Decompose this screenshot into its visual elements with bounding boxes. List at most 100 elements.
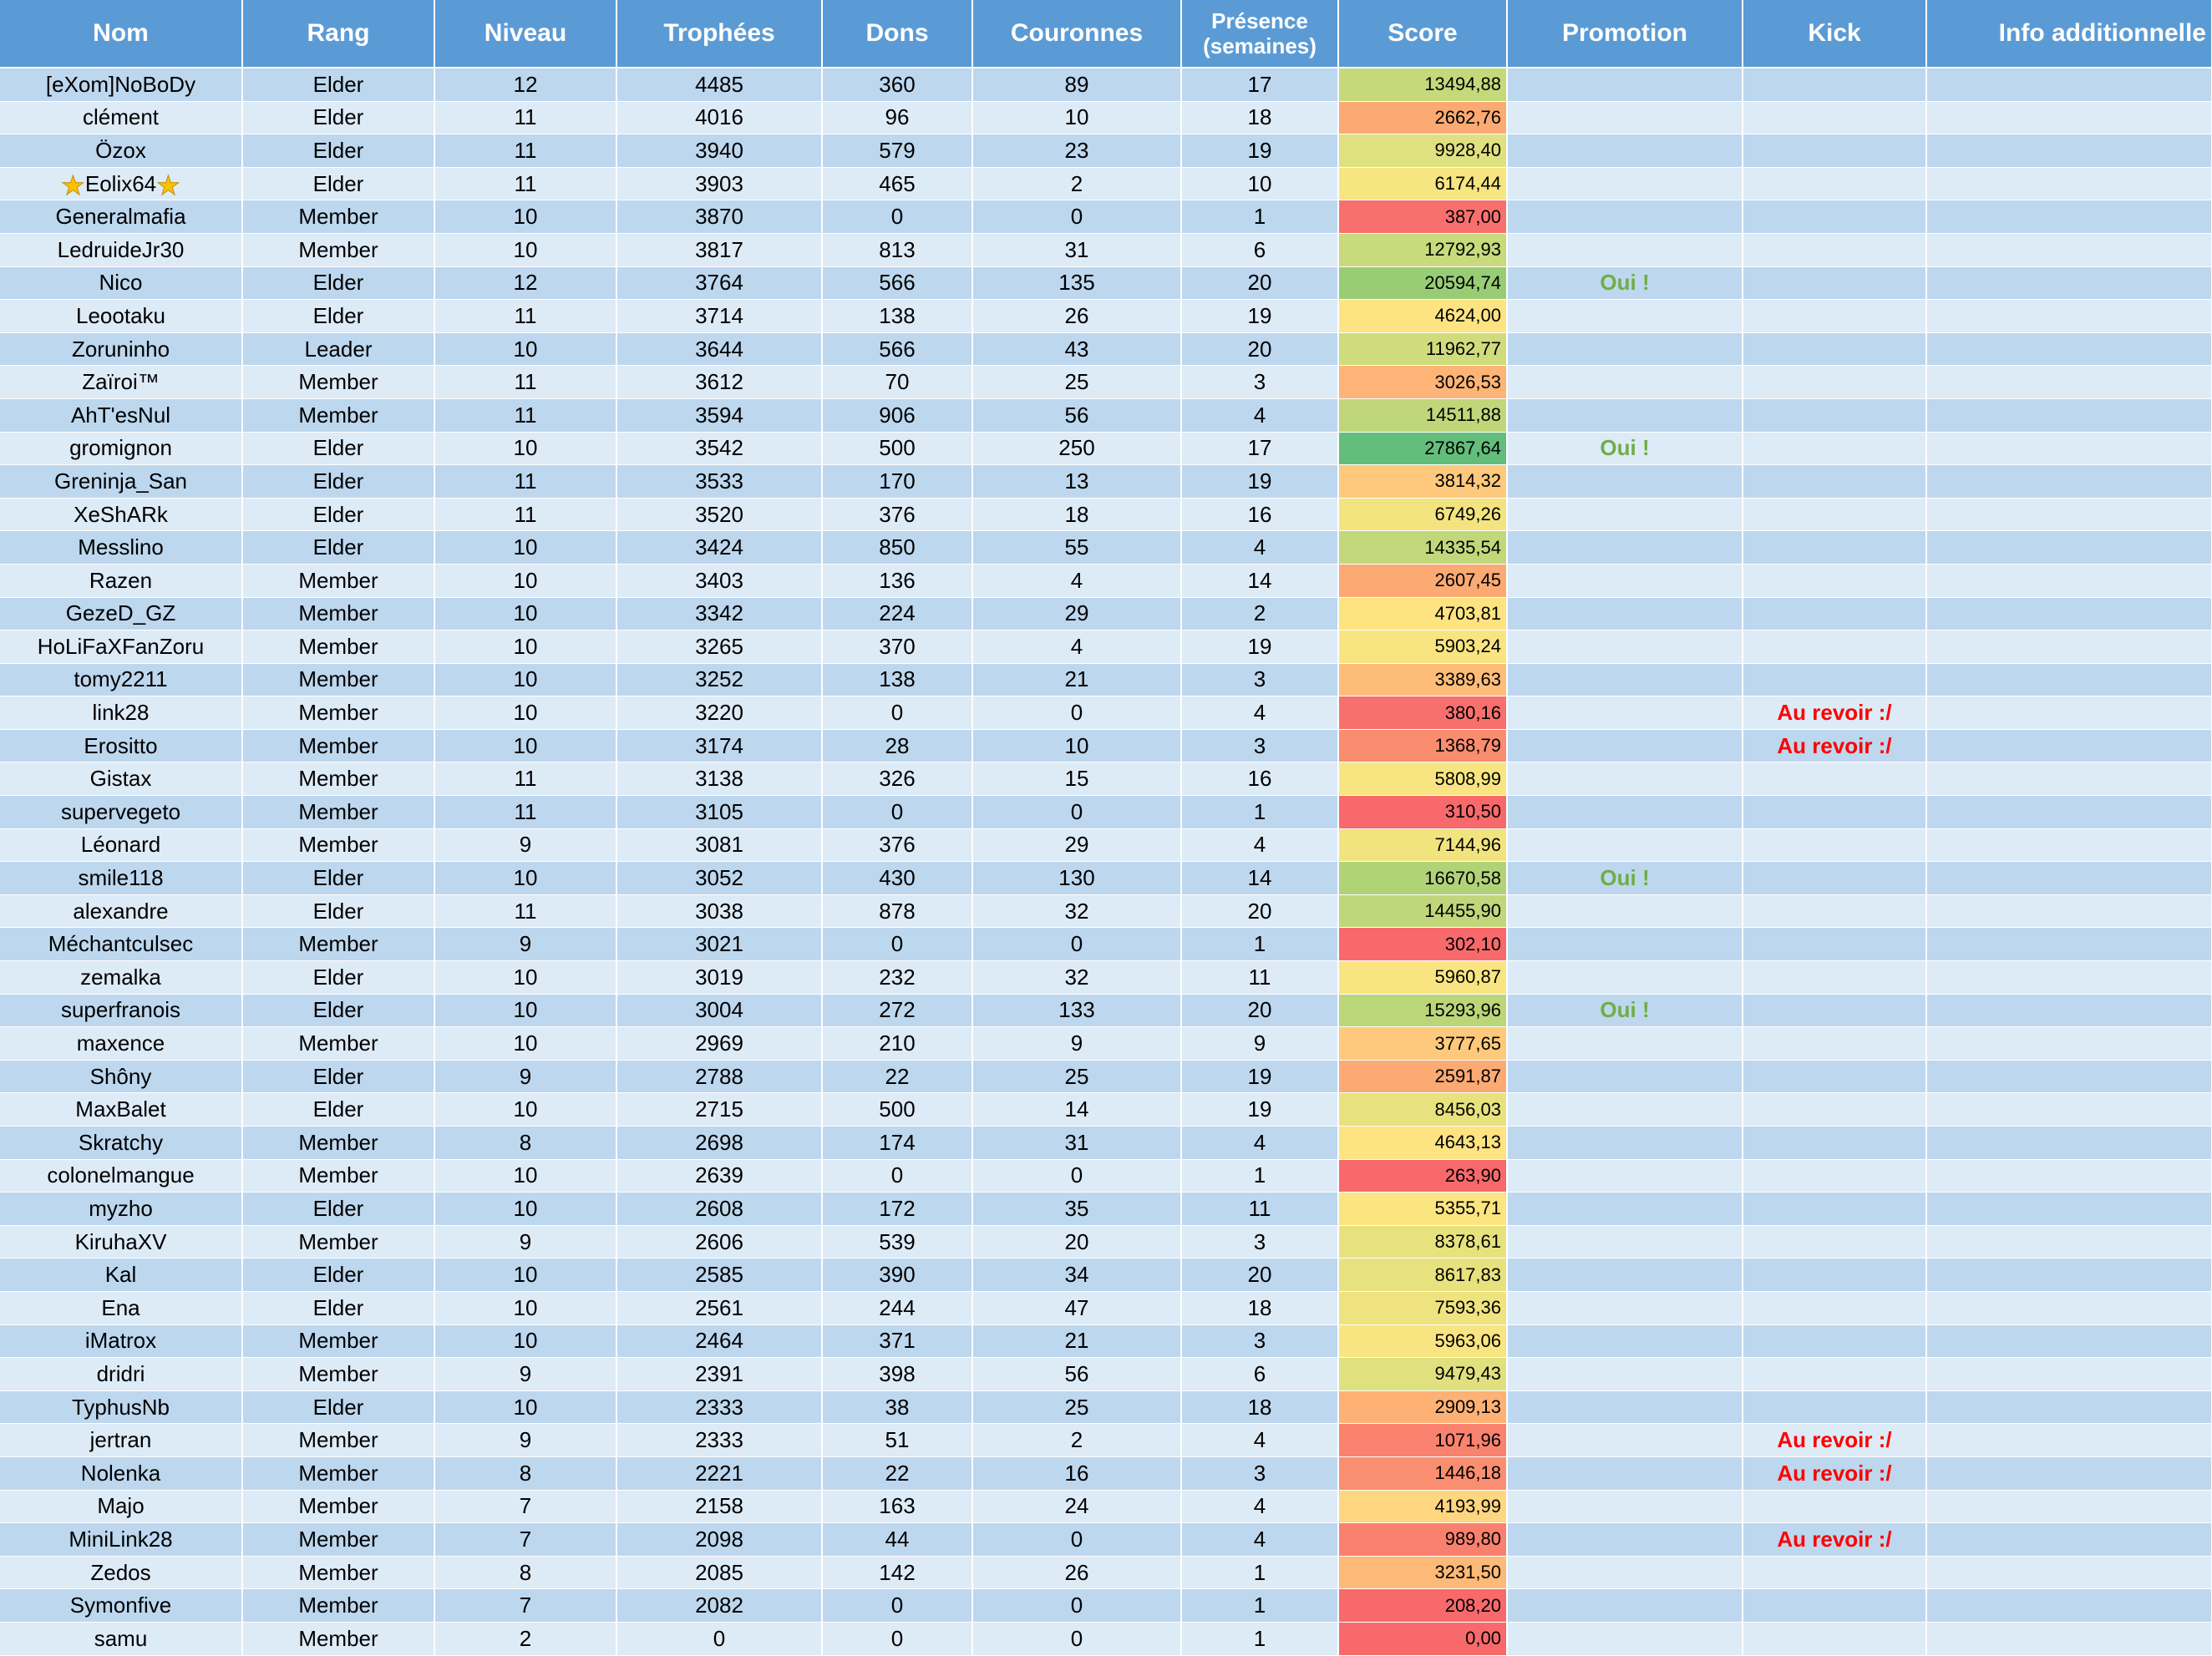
cell-nom[interactable]: gromignon bbox=[0, 432, 243, 466]
cell-trophees[interactable]: 3138 bbox=[616, 762, 823, 797]
cell-score[interactable]: 4643,13 bbox=[1338, 1126, 1508, 1160]
cell-niveau[interactable]: 11 bbox=[434, 134, 617, 168]
cell-presence[interactable]: 1 bbox=[1181, 1556, 1339, 1590]
cell-info[interactable] bbox=[1926, 498, 2212, 532]
cell-nom[interactable]: Zedos bbox=[0, 1556, 243, 1590]
cell-kick[interactable] bbox=[1743, 1490, 1927, 1524]
cell-rang[interactable]: Member bbox=[242, 398, 435, 433]
cell-promotion[interactable] bbox=[1507, 1225, 1743, 1259]
cell-couronnes[interactable]: 2 bbox=[972, 1423, 1182, 1457]
cell-score[interactable]: 2662,76 bbox=[1338, 101, 1508, 135]
cell-dons[interactable]: 244 bbox=[822, 1291, 973, 1325]
cell-nom[interactable]: Greninja_San bbox=[0, 464, 243, 499]
cell-presence[interactable]: 2 bbox=[1181, 597, 1339, 631]
cell-info[interactable] bbox=[1926, 960, 2212, 995]
cell-promotion[interactable]: Oui ! bbox=[1507, 266, 1743, 301]
cell-nom[interactable]: Symonfive bbox=[0, 1588, 243, 1623]
cell-couronnes[interactable]: 55 bbox=[972, 530, 1182, 565]
cell-nom[interactable]: Léonard bbox=[0, 828, 243, 863]
cell-info[interactable] bbox=[1926, 1324, 2212, 1359]
cell-promotion[interactable] bbox=[1507, 1258, 1743, 1292]
cell-kick[interactable] bbox=[1743, 101, 1927, 135]
cell-couronnes[interactable]: 23 bbox=[972, 134, 1182, 168]
cell-info[interactable] bbox=[1926, 332, 2212, 367]
cell-rang[interactable]: Elder bbox=[242, 1060, 435, 1094]
cell-dons[interactable]: 376 bbox=[822, 498, 973, 532]
cell-presence[interactable]: 10 bbox=[1181, 167, 1339, 201]
cell-nom[interactable]: smile118 bbox=[0, 861, 243, 895]
cell-couronnes[interactable]: 29 bbox=[972, 597, 1182, 631]
cell-nom[interactable]: GezeD_GZ bbox=[0, 597, 243, 631]
cell-nom[interactable]: Leootaku bbox=[0, 299, 243, 333]
cell-dons[interactable]: 360 bbox=[822, 68, 973, 102]
cell-niveau[interactable]: 10 bbox=[434, 1324, 617, 1359]
cell-presence[interactable]: 4 bbox=[1181, 398, 1339, 433]
cell-nom[interactable]: jertran bbox=[0, 1423, 243, 1457]
cell-niveau[interactable]: 11 bbox=[434, 894, 617, 929]
cell-niveau[interactable]: 10 bbox=[434, 1258, 617, 1292]
cell-rang[interactable]: Elder bbox=[242, 994, 435, 1028]
cell-dons[interactable]: 163 bbox=[822, 1490, 973, 1524]
cell-dons[interactable]: 136 bbox=[822, 564, 973, 598]
cell-couronnes[interactable]: 24 bbox=[972, 1490, 1182, 1524]
cell-dons[interactable]: 371 bbox=[822, 1324, 973, 1359]
cell-rang[interactable]: Elder bbox=[242, 1092, 435, 1127]
cell-rang[interactable]: Member bbox=[242, 1556, 435, 1590]
cell-presence[interactable]: 4 bbox=[1181, 828, 1339, 863]
cell-score[interactable]: 302,10 bbox=[1338, 927, 1508, 962]
cell-score[interactable]: 263,90 bbox=[1338, 1159, 1508, 1193]
cell-dons[interactable]: 500 bbox=[822, 432, 973, 466]
cell-rang[interactable]: Elder bbox=[242, 167, 435, 201]
cell-dons[interactable]: 0 bbox=[822, 1622, 973, 1656]
cell-rang[interactable]: Elder bbox=[242, 1192, 435, 1226]
cell-trophees[interactable]: 3533 bbox=[616, 464, 823, 499]
cell-nom[interactable]: ★Eolix64★ bbox=[0, 167, 243, 201]
cell-dons[interactable]: 142 bbox=[822, 1556, 973, 1590]
cell-score[interactable]: 310,50 bbox=[1338, 795, 1508, 829]
cell-kick[interactable] bbox=[1743, 663, 1927, 697]
cell-rang[interactable]: Member bbox=[242, 1026, 435, 1061]
cell-trophees[interactable]: 3817 bbox=[616, 233, 823, 267]
cell-couronnes[interactable]: 32 bbox=[972, 894, 1182, 929]
header-niveau[interactable]: Niveau bbox=[434, 0, 617, 68]
cell-rang[interactable]: Elder bbox=[242, 498, 435, 532]
cell-kick[interactable] bbox=[1743, 1060, 1927, 1094]
cell-rang[interactable]: Member bbox=[242, 597, 435, 631]
cell-score[interactable]: 0,00 bbox=[1338, 1622, 1508, 1656]
cell-score[interactable]: 989,80 bbox=[1338, 1522, 1508, 1557]
cell-dons[interactable]: 398 bbox=[822, 1357, 973, 1391]
cell-score[interactable]: 12792,93 bbox=[1338, 233, 1508, 267]
cell-nom[interactable]: Nico bbox=[0, 266, 243, 301]
cell-kick[interactable] bbox=[1743, 1192, 1927, 1226]
cell-score[interactable]: 9928,40 bbox=[1338, 134, 1508, 168]
cell-promotion[interactable] bbox=[1507, 530, 1743, 565]
header-couronnes[interactable]: Couronnes bbox=[972, 0, 1182, 68]
cell-trophees[interactable]: 2333 bbox=[616, 1423, 823, 1457]
cell-score[interactable]: 2607,45 bbox=[1338, 564, 1508, 598]
cell-nom[interactable]: Zaïroi™ bbox=[0, 365, 243, 399]
cell-couronnes[interactable]: 15 bbox=[972, 762, 1182, 797]
cell-niveau[interactable]: 10 bbox=[434, 1092, 617, 1127]
cell-rang[interactable]: Member bbox=[242, 1423, 435, 1457]
cell-info[interactable] bbox=[1926, 1390, 2212, 1425]
cell-couronnes[interactable]: 25 bbox=[972, 365, 1182, 399]
cell-presence[interactable]: 20 bbox=[1181, 994, 1339, 1028]
cell-info[interactable] bbox=[1926, 432, 2212, 466]
cell-trophees[interactable]: 2969 bbox=[616, 1026, 823, 1061]
cell-presence[interactable]: 4 bbox=[1181, 1490, 1339, 1524]
cell-promotion[interactable] bbox=[1507, 332, 1743, 367]
cell-niveau[interactable]: 9 bbox=[434, 1423, 617, 1457]
cell-niveau[interactable]: 10 bbox=[434, 233, 617, 267]
cell-info[interactable] bbox=[1926, 101, 2212, 135]
cell-presence[interactable]: 1 bbox=[1181, 795, 1339, 829]
cell-dons[interactable]: 174 bbox=[822, 1126, 973, 1160]
cell-niveau[interactable]: 9 bbox=[434, 927, 617, 962]
cell-kick[interactable] bbox=[1743, 233, 1927, 267]
cell-trophees[interactable]: 4016 bbox=[616, 101, 823, 135]
cell-nom[interactable]: Generalmafia bbox=[0, 200, 243, 234]
cell-couronnes[interactable]: 21 bbox=[972, 1324, 1182, 1359]
cell-score[interactable]: 3814,32 bbox=[1338, 464, 1508, 499]
cell-info[interactable] bbox=[1926, 630, 2212, 664]
cell-rang[interactable]: Member bbox=[242, 1225, 435, 1259]
cell-info[interactable] bbox=[1926, 1622, 2212, 1656]
